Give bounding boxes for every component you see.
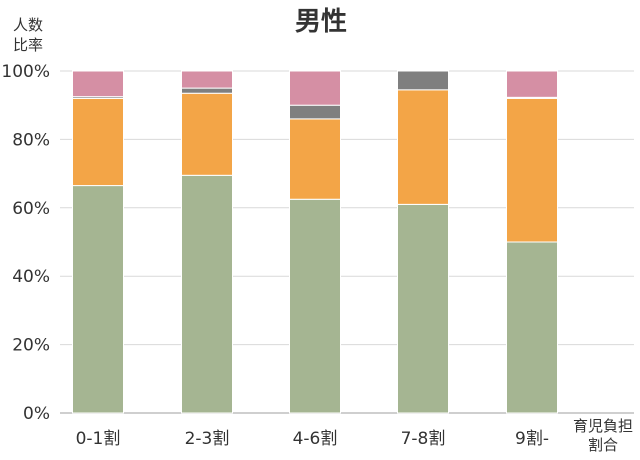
x-axis-label-line-1: 育児負担 [573, 417, 633, 435]
bar-segment-3-2-3割 [181, 87, 233, 94]
y-tick-label: 80% [12, 130, 50, 150]
y-tick-label: 40% [12, 267, 50, 287]
x-tick-label: 9割- [515, 429, 549, 449]
chart-title: 男性 [295, 7, 347, 37]
bar-segment-2-9割- [506, 97, 558, 243]
bar-segment-4-9割- [506, 70, 558, 98]
bar-segment-1-7-8割 [397, 203, 449, 414]
bar-segment-1-2-3割 [181, 174, 233, 414]
bar-segment-2-4-6割 [289, 118, 341, 200]
y-tick-label: 20% [12, 336, 50, 356]
bar-segment-1-0-1割 [72, 185, 124, 414]
y-axis-label-line-1: 人数 [13, 16, 43, 34]
y-tick-labels: 0% 20% 40% 60% 80% 100% [1, 62, 50, 424]
x-tick-label: 7-8割 [401, 429, 446, 449]
x-tick-label: 4-6割 [293, 429, 338, 449]
x-tick-label: 0-1割 [76, 429, 121, 449]
bar-segment-1-9割- [506, 241, 558, 414]
bar-segment-3-7-8割 [397, 70, 449, 91]
y-axis-label-line-2: 比率 [13, 36, 43, 54]
bar-segment-1-4-6割 [289, 198, 341, 414]
bar-segment-4-2-3割 [181, 70, 233, 89]
y-tick-label: 100% [1, 62, 50, 82]
bars [72, 70, 558, 414]
bar-segment-2-2-3割 [181, 92, 233, 176]
y-tick-label: 60% [12, 199, 50, 219]
y-tick-label: 0% [23, 404, 50, 424]
bar-segment-4-0-1割 [72, 70, 124, 98]
bar-segment-4-4-6割 [289, 70, 341, 106]
x-tick-label: 2-3割 [185, 429, 230, 449]
bar-segment-3-4-6割 [289, 104, 341, 120]
x-axis-label-line-2: 割合 [588, 436, 618, 454]
bar-segment-2-7-8割 [397, 89, 449, 205]
bar-segment-2-0-1割 [72, 97, 124, 187]
x-tick-labels: 0-1割 2-3割 4-6割 7-8割 9割- [76, 429, 549, 449]
